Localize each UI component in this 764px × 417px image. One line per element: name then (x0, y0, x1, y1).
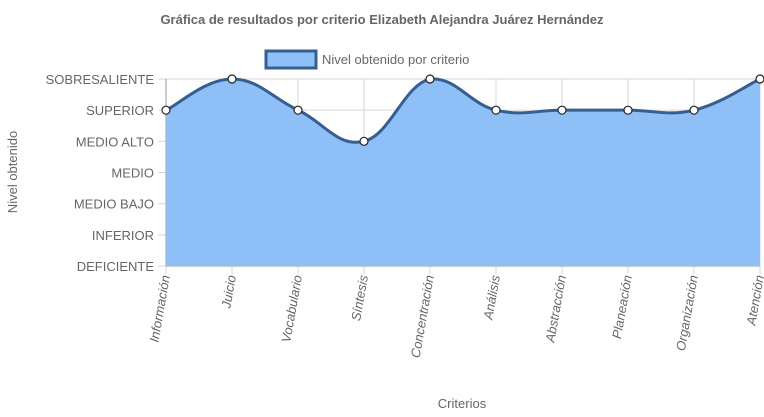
y-tick-label: INFERIOR (92, 228, 154, 243)
y-axis-label: Nivel obtenido (5, 131, 20, 213)
y-tick-label: SOBRESALIENTE (46, 72, 155, 87)
y-tick-label: MEDIO ALTO (76, 134, 154, 149)
series-area-fill (166, 78, 760, 266)
data-point-1[interactable] (161, 105, 171, 115)
x-tick-label: Abstracción (542, 274, 569, 344)
y-tick-label: MEDIO BAJO (74, 197, 154, 212)
data-point-8[interactable] (623, 105, 633, 115)
data-point-5[interactable] (425, 74, 435, 84)
data-point-2[interactable] (227, 74, 237, 84)
x-tick-label: Organización (673, 274, 701, 352)
legend-swatch (264, 49, 318, 70)
plot-area (161, 74, 764, 266)
x-axis-label: Criterios (438, 396, 487, 411)
series-line (165, 77, 761, 144)
x-tick-label: Análisis (480, 273, 503, 321)
x-tick-label: Concentración (408, 274, 437, 359)
y-tick-label: DEFICIENTE (77, 259, 155, 274)
x-tick-label: Información (146, 274, 173, 343)
legend[interactable]: Nivel obtenido por criterio (264, 49, 469, 70)
x-axis: Información Juicio Vocabulario Síntesis Conc… (146, 273, 764, 359)
data-point-10[interactable] (755, 74, 764, 84)
data-point-7[interactable] (557, 105, 567, 115)
data-point-4[interactable] (359, 136, 369, 146)
data-point-9[interactable] (689, 105, 699, 115)
data-point-6[interactable] (491, 105, 501, 115)
y-tick-label: SUPERIOR (86, 103, 154, 118)
x-tick-label: Planeación (609, 274, 635, 340)
data-point-3[interactable] (293, 105, 303, 115)
y-tick-label: MEDIO (111, 166, 154, 181)
x-tick-label: Juicio (218, 274, 239, 310)
x-tick-label: Vocabulario (278, 274, 305, 344)
y-axis: DEFICIENTE INFERIOR MEDIO BAJO MEDIO MEDIO A… (46, 72, 155, 274)
x-tick-label: Atención (743, 274, 764, 327)
x-tick-label: Síntesis (348, 273, 371, 322)
chart-title: Gráfica de resultados por criterio Eliza… (160, 12, 604, 27)
legend-label: Nivel obtenido por criterio (322, 52, 469, 67)
